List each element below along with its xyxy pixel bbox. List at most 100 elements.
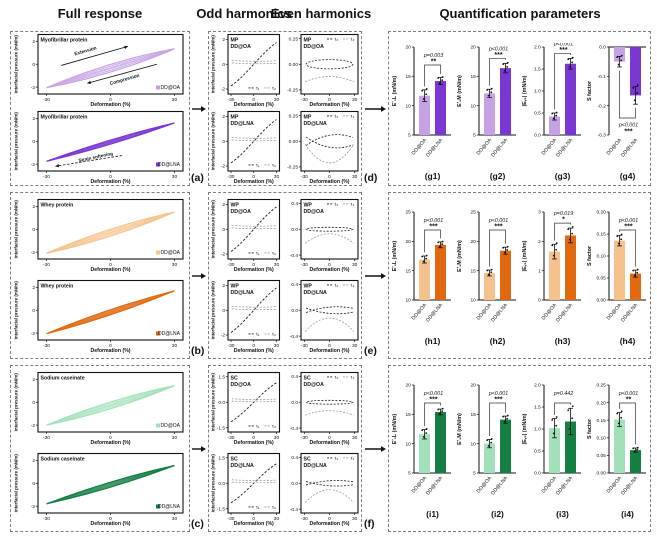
arrowhead-icon xyxy=(55,164,60,168)
bar-dd-oa xyxy=(549,116,560,135)
x-tick-label-dd-lna: DD@LNA xyxy=(620,475,639,497)
data-point xyxy=(441,79,444,82)
panel-id: (i2) xyxy=(491,509,504,519)
data-point xyxy=(425,93,428,96)
y-tick-label: 0.4 xyxy=(291,374,298,380)
x-axis-label: Deformation (%) xyxy=(309,521,349,527)
annotation: Extension xyxy=(74,45,98,57)
tau3-curve xyxy=(231,62,276,65)
bar-dd-lna xyxy=(630,47,641,96)
y-axis-label: S factor xyxy=(587,245,593,266)
full-response-plot-wp-dd-lna: -30 0 30 Deformation (%) 2 0 -2 Interfacial pre… xyxy=(14,279,184,354)
significance-bracket xyxy=(489,229,506,267)
data-point xyxy=(438,245,441,248)
panel-id: (g2) xyxy=(490,171,506,181)
full-response-plot-sc-dd-lna: -30 0 30 Deformation (%) 2 0 -2 Interfacial pre… xyxy=(14,452,184,527)
y-axis-label: E′₁M (mN/m) xyxy=(457,413,463,445)
significance-bracket xyxy=(489,402,506,437)
legend-swatch xyxy=(156,331,160,336)
y-tick-label: 0.15 xyxy=(596,418,606,424)
data-point xyxy=(506,245,509,248)
panel-title: Myofibrillar protein xyxy=(41,115,88,121)
tau3-curve xyxy=(231,136,276,139)
y-tick-label: 0 xyxy=(538,298,541,304)
data-point xyxy=(425,254,428,257)
data-point xyxy=(502,63,505,66)
data-point xyxy=(437,408,440,411)
y-tick-label: 0.05 xyxy=(596,453,606,459)
panel-title: MP xyxy=(231,115,239,121)
data-point xyxy=(487,273,490,276)
data-point xyxy=(425,88,428,90)
y-tick-label: -2 xyxy=(31,504,36,510)
tau3-curve xyxy=(231,481,276,484)
x-tick-label: -30 xyxy=(301,97,308,103)
data-point xyxy=(551,112,554,115)
extension-arrow-icon xyxy=(61,46,129,66)
data-point xyxy=(633,450,636,453)
y-tick-label: 0.4 xyxy=(291,201,298,207)
x-tick-label-dd-lna: DD@LNA xyxy=(555,475,574,497)
panel-title: SC xyxy=(231,457,238,463)
x-tick-label-dd-lna: DD@LNA xyxy=(555,137,574,159)
y-axis-label: Interfacial pressure (mN/m) xyxy=(14,35,19,94)
significance-stars: *** xyxy=(494,224,502,231)
y-tick-label: 20 xyxy=(470,383,476,389)
tau3-curve xyxy=(231,305,276,308)
legend-label: τ₂ xyxy=(335,457,339,462)
legend-swatch xyxy=(156,162,160,167)
bar-dd-lna xyxy=(500,68,511,135)
data-point xyxy=(425,257,428,260)
y-axis-label: |Eᵥ₁| (mN/m) xyxy=(522,413,528,444)
legend-label: τ₃ xyxy=(272,164,276,169)
y-tick-label: 5 xyxy=(473,471,476,477)
x-tick-label: 30 xyxy=(274,262,280,268)
data-point xyxy=(636,84,639,87)
significance-bracket xyxy=(554,53,571,110)
legend-label: τ₂ xyxy=(335,115,339,120)
significance-stars: *** xyxy=(624,129,632,136)
legend-label: τ₁ xyxy=(256,164,260,169)
data-point xyxy=(571,417,574,420)
data-point xyxy=(620,233,623,236)
x-tick-label: -30 xyxy=(228,435,235,441)
bar-chart-h4: 0.000.050.100.150.20S factorDD@OADD@LNAp… xyxy=(587,210,646,346)
bar-chart-g3: 0.00.51.01.52.0|Eᵥ₁| (mN/m)DD@OADD@LNAp<… xyxy=(522,43,581,181)
y-tick-label: -2 xyxy=(31,331,36,337)
y-tick-label: -0.4 xyxy=(290,507,299,513)
panel-title: DD@LNA xyxy=(231,121,254,127)
tau1-curve xyxy=(230,463,277,504)
data-point xyxy=(620,238,623,241)
significance-bracket xyxy=(424,64,441,87)
x-axis-label: Deformation (%) xyxy=(309,267,349,273)
data-point xyxy=(617,422,620,425)
y-tick-label: -2 xyxy=(221,164,226,170)
y-axis-label: Interfacial pressure (mN/m) xyxy=(14,112,19,171)
full-response-plot-mp-dd-lna: -30 0 30 Deformation (%) 2 0 -2 Interfacial pre… xyxy=(14,110,184,185)
legend-label: DD@OA xyxy=(160,85,180,91)
y-tick-label: 0 xyxy=(32,481,35,487)
p-value: p<0.001 xyxy=(618,391,638,397)
y-tick-label: 2 xyxy=(222,202,225,208)
data-point xyxy=(555,114,558,117)
legend-swatch xyxy=(156,250,160,255)
y-tick-label: -2 xyxy=(31,162,36,168)
y-tick-label: 20 xyxy=(470,239,476,245)
panel-title: MP xyxy=(304,115,312,121)
x-axis-label: Deformation (%) xyxy=(90,440,130,446)
x-tick-label: 30 xyxy=(172,516,178,522)
y-tick-label: -2 xyxy=(31,423,36,429)
y-tick-label: 0.5 xyxy=(534,111,541,117)
lissajous-loop-curve xyxy=(46,290,175,335)
y-tick-label: 2 xyxy=(32,377,35,383)
x-tick-label: 30 xyxy=(352,343,358,349)
data-point xyxy=(503,420,506,423)
tau3-curve xyxy=(231,398,276,401)
p-value: p<0.001 xyxy=(488,46,508,52)
data-point xyxy=(636,446,639,449)
tau1-curve xyxy=(230,382,277,423)
